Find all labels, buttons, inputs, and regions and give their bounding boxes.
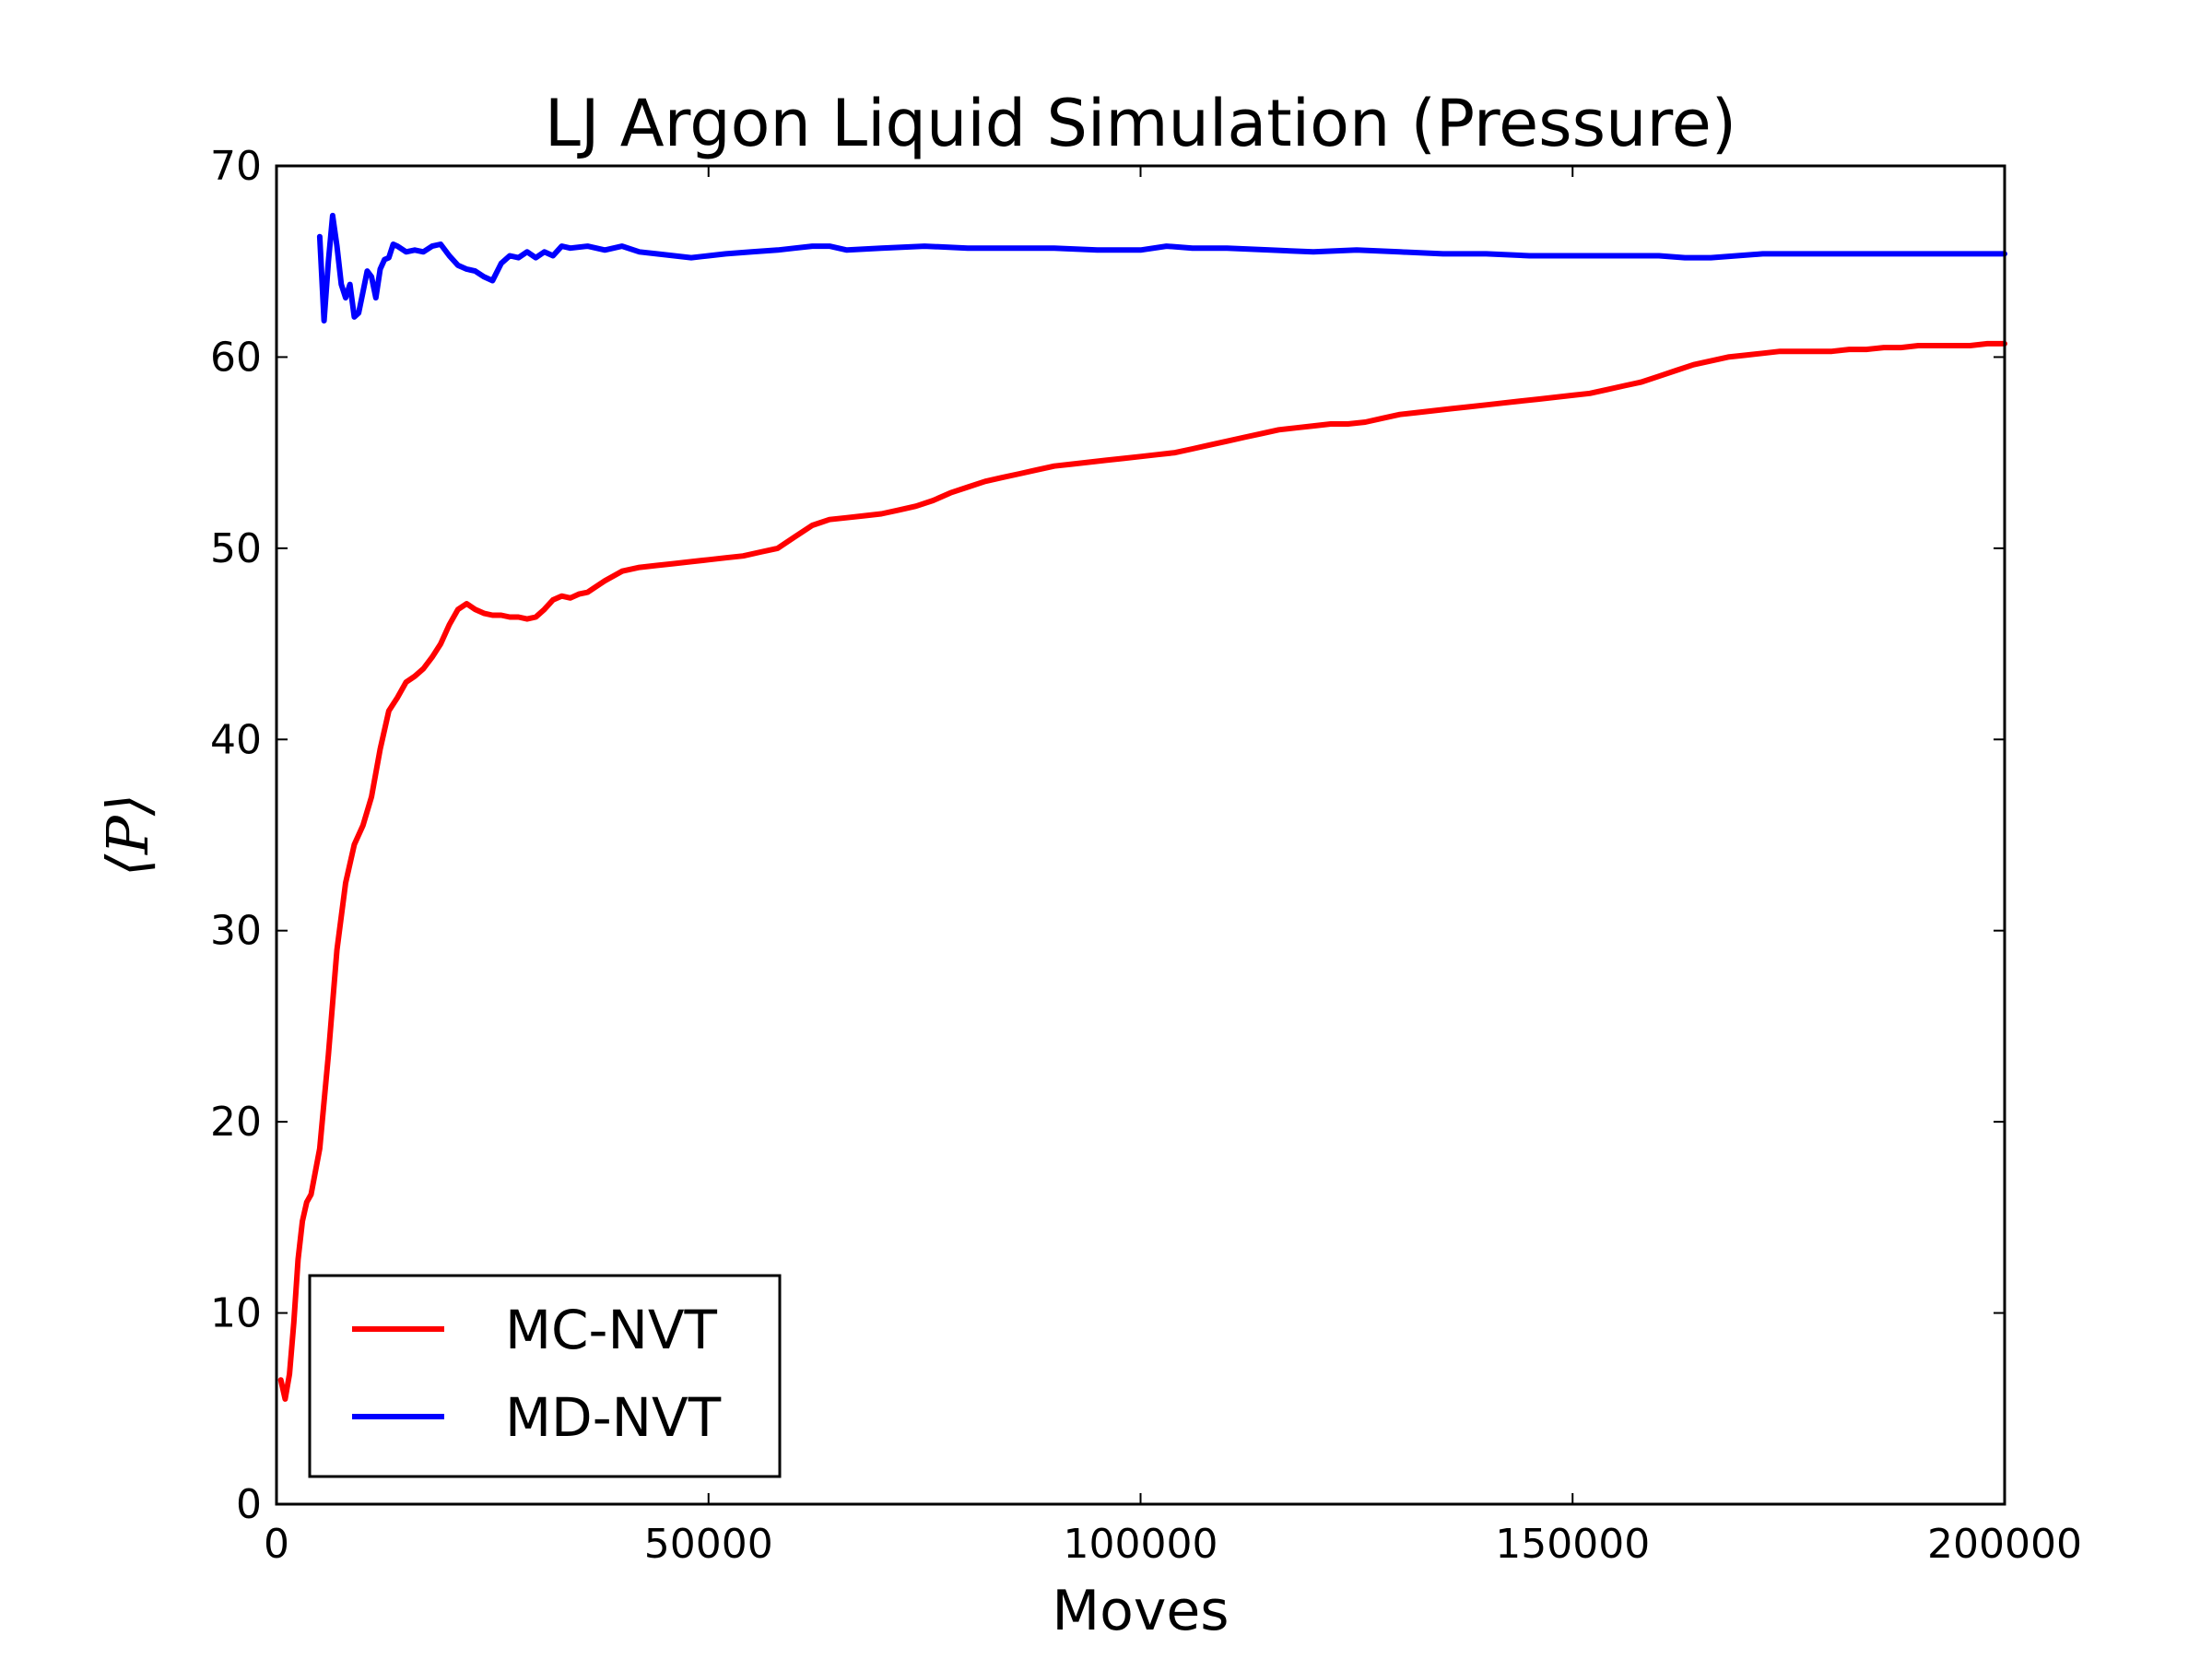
legend-label-mc-nvt: MC-NVT [505, 1299, 718, 1361]
x-tick-label: 200000 [1927, 1521, 2082, 1568]
tick-layer: 0 50000 100000 150000 200000 0 10 20 30 40 50 60 70 [210, 143, 2082, 1568]
y-tick-label: 60 [210, 334, 262, 381]
x-tick-label: 0 [264, 1521, 289, 1568]
y-tick-label: 10 [210, 1290, 262, 1337]
chart-title: LJ Argon Liquid Simulation (Pressure) [545, 86, 1736, 161]
y-tick-label: 0 [236, 1481, 262, 1528]
series-line-mc-nvt [277, 340, 2007, 1402]
series-layer [277, 212, 2007, 1402]
y-tick-label: 40 [210, 716, 262, 763]
x-tick-label: 100000 [1064, 1521, 1218, 1568]
y-tick-label: 30 [210, 908, 262, 955]
y-tick-label: 50 [210, 525, 262, 572]
legend-label-md-nvt: MD-NVT [505, 1386, 722, 1449]
x-axis-label: Moves [1052, 1579, 1229, 1643]
x-tick-label: 150000 [1495, 1521, 1650, 1568]
x-tick-label: 50000 [644, 1521, 773, 1568]
legend-box [308, 1274, 782, 1478]
y-tick-label: 20 [210, 1099, 262, 1146]
y-axis-label: ⟨P⟩ [94, 794, 161, 877]
y-tick-label: 70 [210, 143, 262, 190]
series-line-md-nvt [316, 212, 2007, 324]
legend: MC-NVT MD-NVT [308, 1274, 782, 1478]
